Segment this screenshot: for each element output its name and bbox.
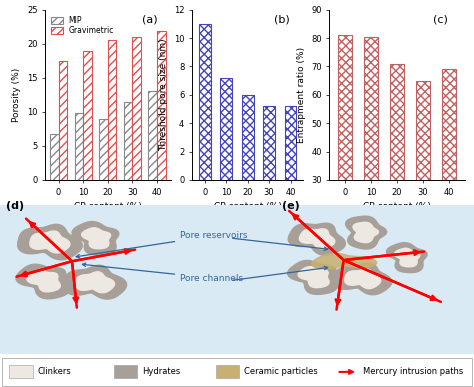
X-axis label: CP content (%): CP content (%) [74,202,142,211]
Bar [124,102,132,180]
Text: (c): (c) [433,15,448,25]
Bar [416,80,430,265]
Text: Clinkers: Clinkers [38,367,72,377]
Polygon shape [334,263,392,295]
Polygon shape [18,224,82,260]
Y-axis label: Porosity (%): Porosity (%) [12,68,21,122]
Bar [284,106,296,180]
Legend: MIP, Gravimetric: MIP, Gravimetric [49,14,117,38]
Bar [220,78,232,180]
Bar [99,119,108,180]
Polygon shape [82,228,110,249]
Polygon shape [76,272,115,293]
Polygon shape [27,271,60,292]
Bar [364,37,378,265]
Text: Mercury intrusion paths: Mercury intrusion paths [363,367,463,377]
Bar [148,91,157,180]
Bar [50,134,59,180]
Polygon shape [288,223,346,255]
Polygon shape [298,267,329,288]
Bar [216,365,239,378]
Text: (b): (b) [274,15,290,25]
Bar [263,106,275,180]
Bar [114,365,137,378]
Bar [242,95,254,180]
Text: (d): (d) [6,201,24,211]
Text: Ceramic particles: Ceramic particles [244,367,318,377]
Bar [157,31,166,180]
Polygon shape [345,269,381,289]
Bar [0,205,474,354]
Polygon shape [64,265,127,299]
Text: (e): (e) [282,201,300,211]
Polygon shape [72,221,119,255]
Bar [199,24,211,180]
Bar [0,354,474,387]
Y-axis label: Entrapment ratio (%): Entrapment ratio (%) [297,47,306,143]
Polygon shape [288,260,337,295]
Bar [442,69,456,265]
Text: Pore channels: Pore channels [82,263,243,283]
Bar [108,40,117,180]
Text: Pore reservoirs: Pore reservoirs [76,231,247,258]
Bar [132,37,141,180]
Bar [74,113,83,180]
Bar [83,51,92,180]
Y-axis label: Threshold pore size (nm): Threshold pore size (nm) [159,38,168,151]
Bar [9,365,33,378]
Polygon shape [386,243,427,272]
Bar [338,35,352,265]
Polygon shape [16,264,70,299]
Polygon shape [312,253,377,269]
Polygon shape [394,248,420,267]
Polygon shape [30,231,70,253]
Bar [2,358,472,386]
Bar [59,61,67,180]
Polygon shape [353,222,378,243]
Bar [390,63,404,265]
X-axis label: CP content (%): CP content (%) [214,202,282,211]
Text: Hydrates: Hydrates [142,367,181,377]
X-axis label: CP content (%): CP content (%) [363,202,431,211]
Polygon shape [300,229,335,249]
Polygon shape [346,216,387,249]
Text: (a): (a) [143,15,158,25]
